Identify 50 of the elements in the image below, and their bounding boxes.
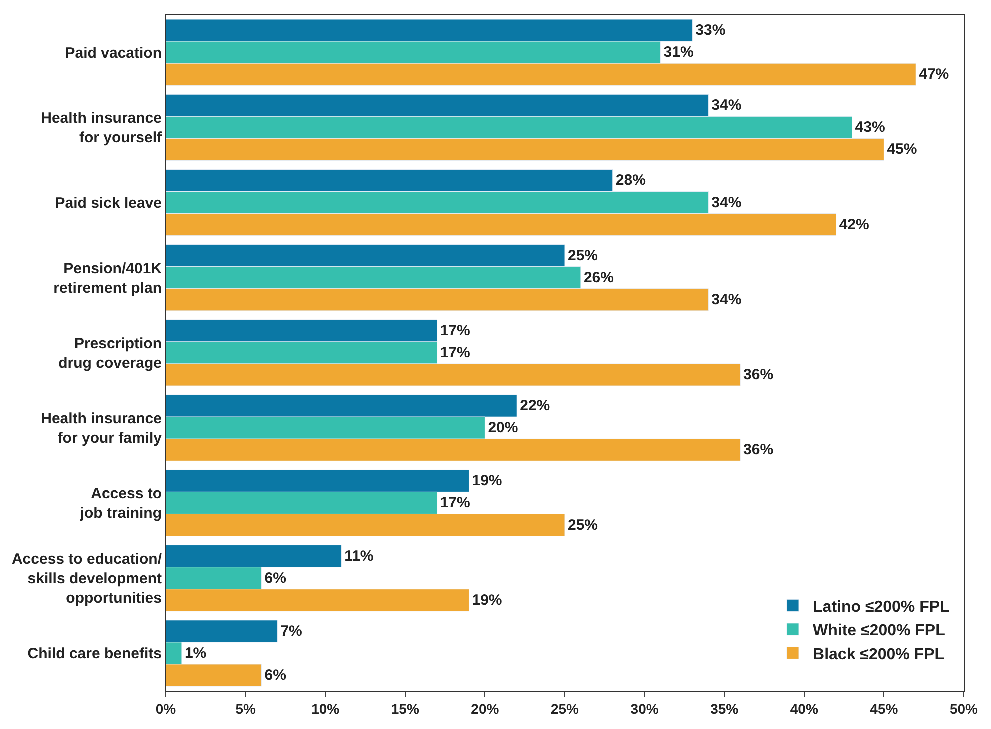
x-tick-label: 45% [870, 700, 899, 717]
data-label: 31% [664, 44, 694, 62]
data-label: 20% [488, 420, 518, 437]
data-label: 22% [520, 398, 550, 415]
legend-label: White ≤200% FPL [813, 622, 946, 640]
data-label: 45% [887, 141, 918, 158]
data-label: 47% [919, 66, 950, 84]
data-label: 34% [712, 291, 742, 308]
legend-label: Black ≤200% FPL [813, 646, 945, 664]
y-tick-label: Paid sick leave [55, 195, 162, 212]
data-label: 17% [440, 494, 470, 512]
y-tick-label: Access to education/ skills development opportunities [12, 551, 163, 608]
x-tick-label: 10% [312, 700, 340, 717]
data-label: 33% [696, 22, 726, 40]
data-label: 36% [744, 442, 774, 459]
data-label: 42% [839, 216, 870, 234]
data-label: 6% [264, 570, 286, 587]
data-label: 6% [264, 666, 286, 684]
data-label: 17% [440, 322, 470, 340]
y-tick-label: Pension/401K retirement plan [54, 260, 162, 297]
data-label: 11% [344, 548, 374, 565]
x-tick-label: 35% [710, 700, 740, 717]
x-tick-label: 5% [236, 700, 256, 717]
y-tick-label: Health insurance for yourself [41, 110, 164, 147]
data-label: 25% [568, 516, 598, 534]
y-tick-label: Health insurance for your family [41, 410, 163, 448]
data-label: 26% [584, 269, 614, 286]
data-label: 17% [440, 344, 470, 362]
y-tick-label: Access to job training [79, 486, 162, 522]
data-label: 25% [568, 247, 598, 264]
data-label: 28% [616, 172, 646, 190]
y-tick-label: Child care benefits [28, 646, 162, 663]
data-label: 34% [712, 194, 742, 212]
x-tick-label: 30% [630, 700, 660, 717]
x-tick-label: 40% [790, 700, 819, 717]
x-tick-label: 0% [156, 700, 177, 717]
data-label: 36% [744, 366, 774, 384]
x-tick-label: 50% [950, 700, 979, 717]
data-label: 7% [280, 622, 302, 640]
x-tick-label: 15% [391, 700, 420, 717]
y-tick-label: Prescription drug coverage [58, 336, 162, 372]
data-label: 19% [472, 592, 502, 609]
data-label: 19% [472, 472, 502, 490]
data-label: 43% [855, 119, 886, 136]
x-tick-label: 25% [550, 700, 580, 717]
data-label: 34% [712, 97, 742, 114]
data-label: 1% [184, 644, 207, 662]
legend-label: Latino ≤200% FPL [813, 598, 950, 616]
x-tick-label: 20% [471, 700, 500, 717]
y-tick-label: Paid vacation [65, 44, 162, 62]
